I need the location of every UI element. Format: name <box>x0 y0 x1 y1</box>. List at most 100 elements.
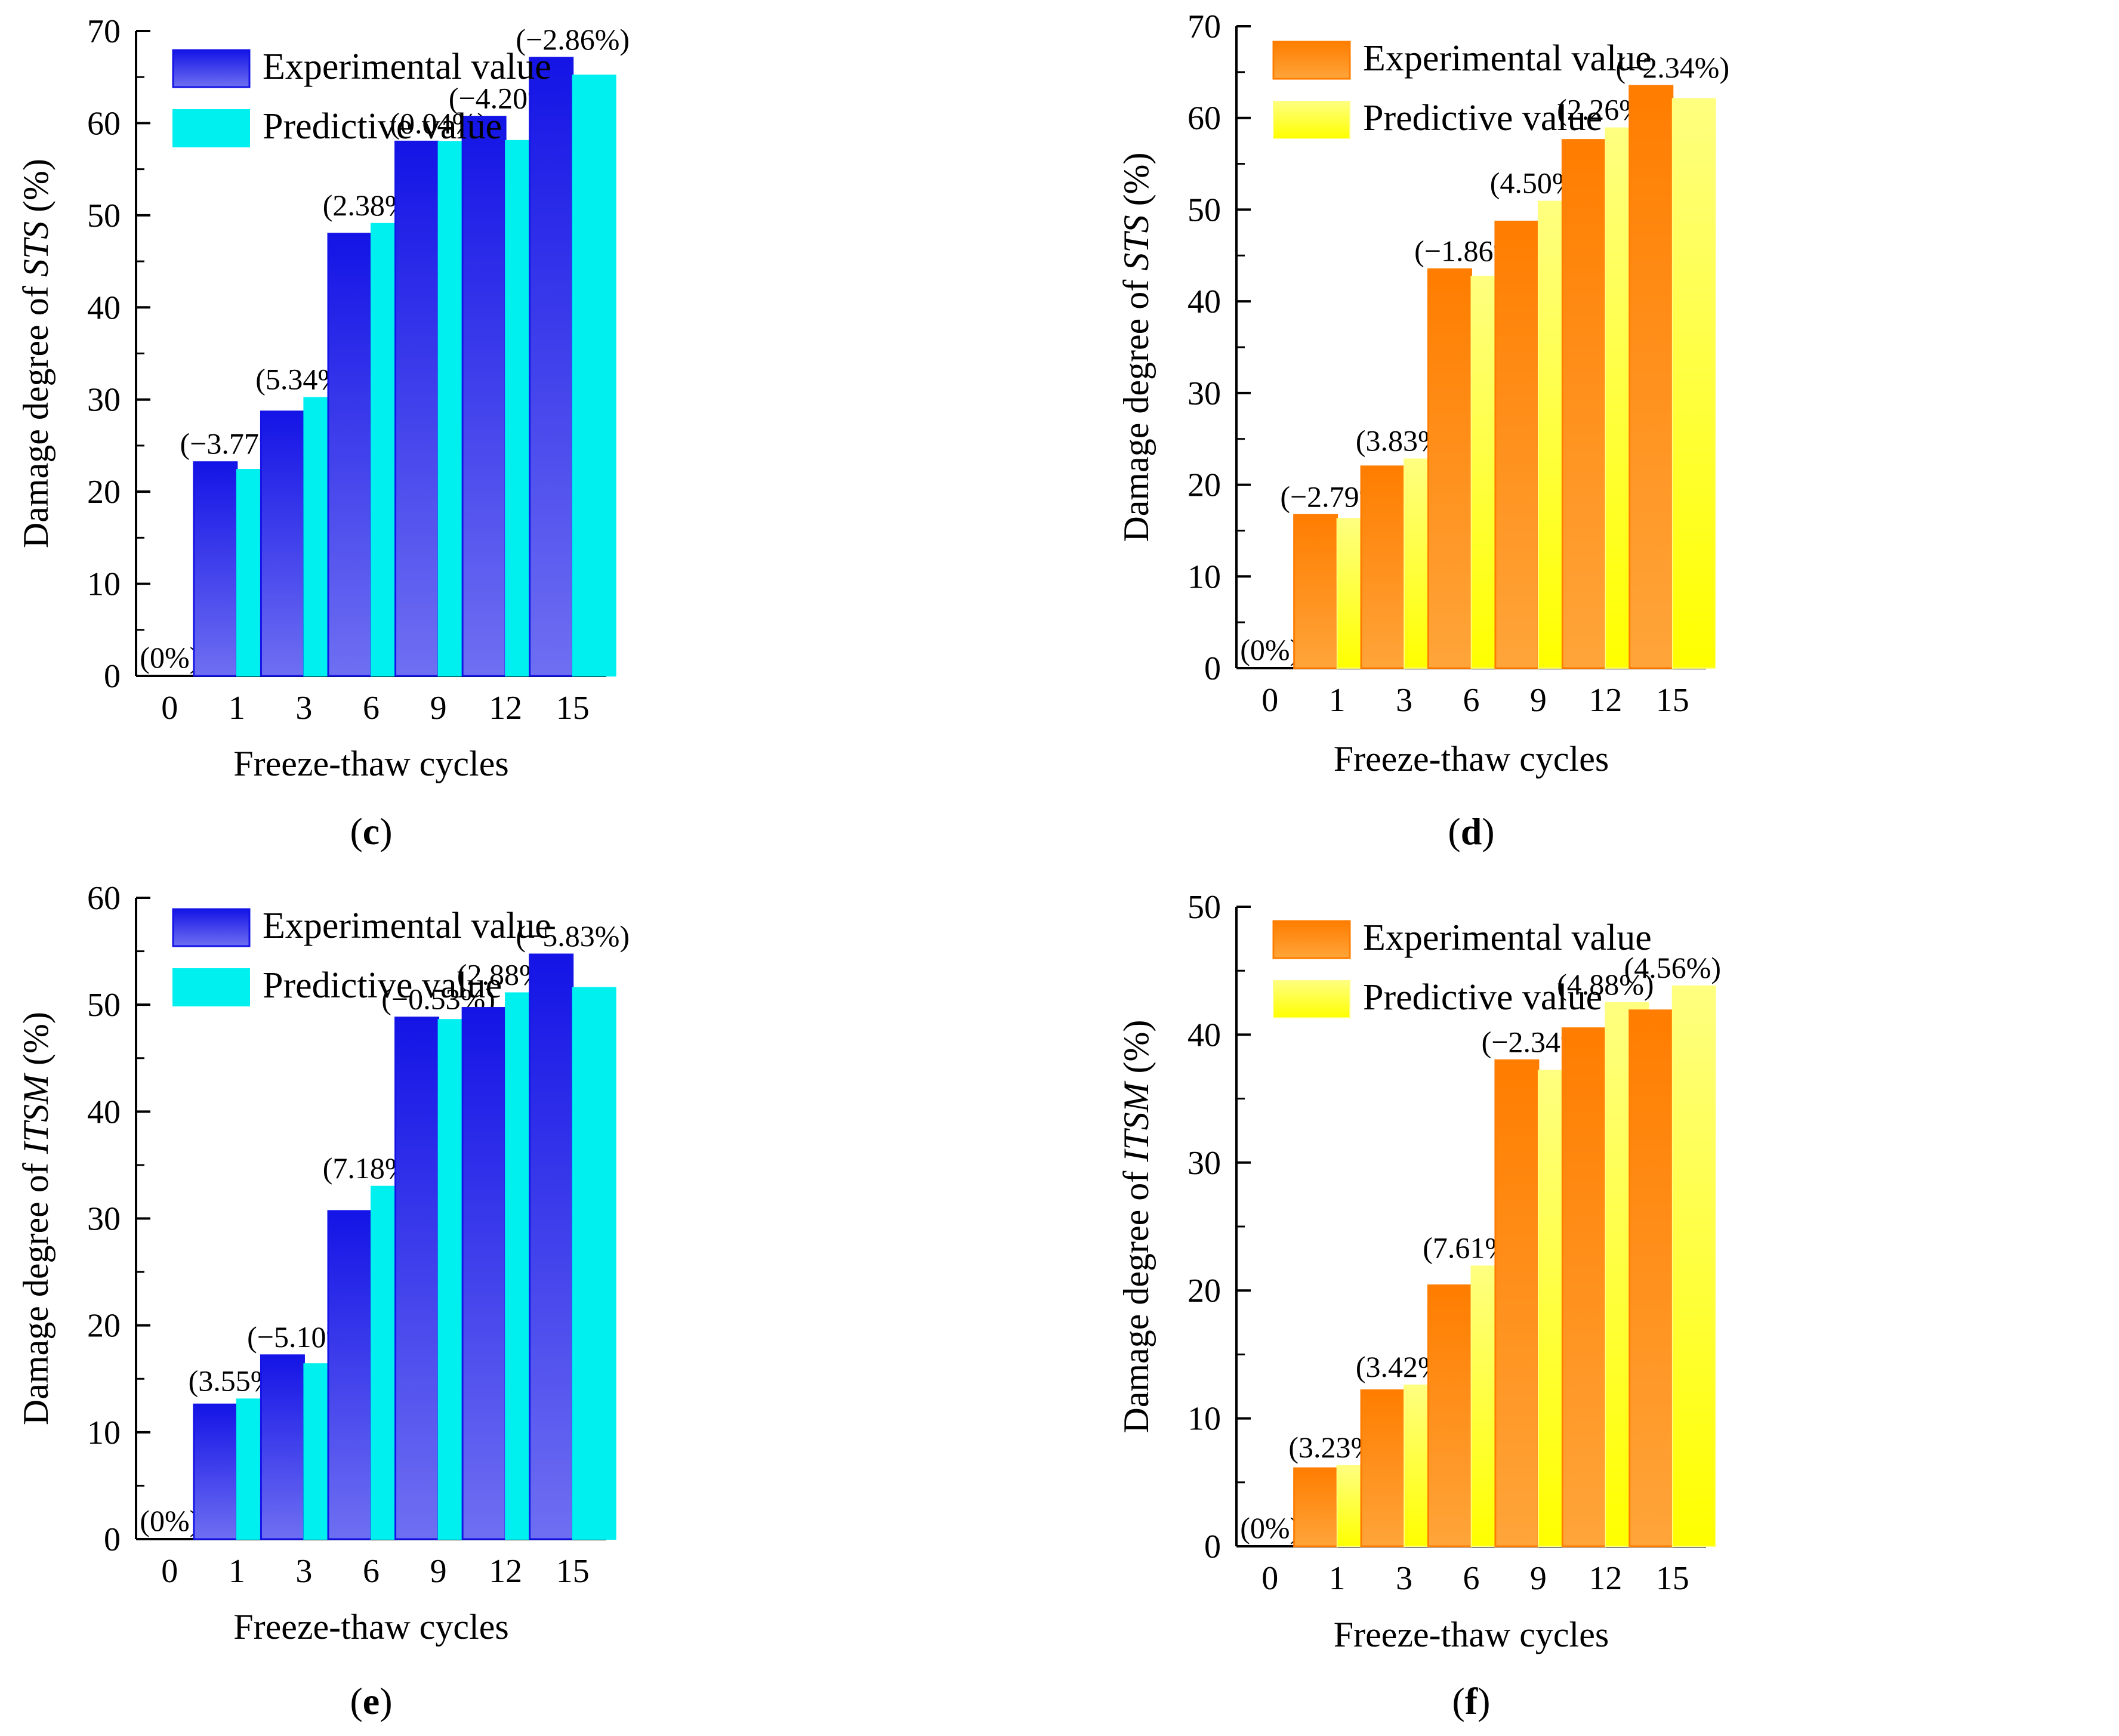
y-tick-label: 40 <box>1187 283 1221 320</box>
panel-caption-open: ( <box>1448 810 1460 852</box>
x-tick-label: 9 <box>1530 682 1547 719</box>
x-tick-label: 15 <box>1656 1560 1689 1597</box>
legend-swatch-predictive <box>1273 980 1350 1018</box>
x-tick-label: 0 <box>161 690 178 727</box>
panel-caption-open: ( <box>350 1680 362 1722</box>
x-tick-label: 3 <box>1396 682 1412 719</box>
y-axis-title-unit: (%) <box>16 159 55 221</box>
x-tick-label: 9 <box>1530 1560 1547 1597</box>
y-axis-title-metric: STS <box>16 221 55 277</box>
y-tick-label: 40 <box>87 289 121 326</box>
bar-experimental <box>1360 465 1405 669</box>
y-axis-title-metric: ITSM <box>16 1073 55 1154</box>
y-tick-label: 10 <box>1187 558 1221 595</box>
x-tick-label: 15 <box>1656 682 1689 719</box>
y-tick-label: 30 <box>1187 375 1221 412</box>
bar-data-label: (−2.34%) <box>1615 51 1729 84</box>
y-tick-label: 70 <box>87 13 121 50</box>
bar-data-label: (0%) <box>140 1504 199 1537</box>
x-axis-title: Freeze-thaw cycles <box>1334 1615 1609 1654</box>
y-axis-title: Damage degree of ITSM (%) <box>1116 1020 1156 1433</box>
y-tick-label: 70 <box>1187 8 1221 45</box>
panel-caption-close: ) <box>1478 1680 1490 1722</box>
bar-data-label: (0%) <box>1240 1511 1300 1545</box>
panel-caption: (c) <box>350 810 392 852</box>
y-tick-label: 20 <box>87 474 121 511</box>
bar-data-label: (0%) <box>140 641 199 674</box>
bar-experimental <box>260 1354 305 1540</box>
y-axis-title-prefix: Damage degree of <box>16 277 55 548</box>
bar-experimental <box>1628 85 1674 669</box>
x-tick-label: 6 <box>363 690 380 727</box>
x-tick-label: 9 <box>430 1553 447 1590</box>
bar-predictive <box>1671 98 1716 669</box>
x-tick-label: 3 <box>295 690 312 727</box>
bar-experimental <box>1427 1284 1472 1547</box>
legend-label-predictive: Predictive value <box>263 965 502 1006</box>
legend-swatch-predictive <box>172 968 250 1006</box>
bar-data-label: (−5.83%) <box>516 919 630 953</box>
x-tick-label: 1 <box>229 690 245 727</box>
y-tick-label: 0 <box>104 1521 121 1558</box>
legend-swatch-experimental <box>1272 920 1351 959</box>
y-tick-label: 0 <box>104 658 121 695</box>
y-axis-title-prefix: Damage degree of <box>1116 1162 1156 1434</box>
bar-experimental <box>327 233 372 677</box>
y-tick-label: 60 <box>1187 100 1221 137</box>
bar-data-label: (4.56%) <box>1624 951 1721 984</box>
bar-experimental <box>394 1017 440 1540</box>
bar-predictive <box>1671 985 1716 1547</box>
bar-experimental <box>1494 1059 1540 1547</box>
y-tick-label: 50 <box>87 197 121 234</box>
y-axis-title-prefix: Damage degree of <box>1116 271 1156 542</box>
bar-experimental <box>327 1210 372 1540</box>
legend-label-experimental: Experimental value <box>263 906 551 946</box>
bar-experimental <box>1427 268 1472 669</box>
legend-label-predictive: Predictive value <box>263 106 502 147</box>
y-tick-label: 0 <box>1204 1528 1221 1565</box>
y-tick-label: 20 <box>87 1308 121 1345</box>
y-tick-label: 0 <box>1204 650 1221 687</box>
y-tick-label: 60 <box>87 105 121 142</box>
legend-label-experimental: Experimental value <box>1363 918 1652 958</box>
x-tick-label: 3 <box>1396 1560 1412 1597</box>
x-tick-label: 0 <box>1261 1560 1278 1597</box>
x-tick-label: 9 <box>430 690 447 727</box>
x-tick-label: 12 <box>489 690 522 727</box>
y-axis-title-prefix: Damage degree of <box>16 1154 55 1425</box>
legend-swatch-experimental <box>1272 41 1351 80</box>
x-axis-title: Freeze-thaw cycles <box>233 1607 508 1647</box>
y-tick-label: 30 <box>87 382 121 419</box>
bar-experimental <box>394 140 440 677</box>
bar-experimental <box>1561 139 1606 669</box>
x-tick-label: 0 <box>161 1553 178 1590</box>
x-tick-label: 6 <box>1463 682 1480 719</box>
bar-data-label: (−2.86%) <box>516 23 630 56</box>
bar-experimental <box>1360 1389 1405 1547</box>
bar-predictive <box>572 75 616 677</box>
panel-caption-letter: e <box>363 1680 380 1722</box>
bar-experimental <box>193 1403 238 1540</box>
x-tick-label: 12 <box>1589 682 1622 719</box>
x-axis-title: Freeze-thaw cycles <box>233 744 508 783</box>
y-tick-label: 20 <box>1187 467 1221 504</box>
bar-data-label: (4.88%) <box>1557 968 1654 1001</box>
panel-caption: (e) <box>350 1680 392 1722</box>
panel-caption-close: ) <box>1482 810 1494 852</box>
bar-experimental <box>1293 514 1338 669</box>
x-tick-label: 1 <box>229 1553 245 1590</box>
y-axis-title-metric: ITSM <box>1116 1080 1156 1162</box>
x-tick-label: 15 <box>556 1553 590 1590</box>
bar-experimental <box>529 57 574 677</box>
legend-swatch-experimental <box>172 49 251 88</box>
legend-label-predictive: Predictive value <box>1363 977 1602 1018</box>
legend-label-experimental: Experimental value <box>1363 38 1652 79</box>
panel-caption-letter: d <box>1461 810 1482 852</box>
x-tick-label: 1 <box>1329 682 1346 719</box>
bar-experimental <box>1628 1009 1674 1547</box>
y-tick-label: 40 <box>87 1094 121 1130</box>
